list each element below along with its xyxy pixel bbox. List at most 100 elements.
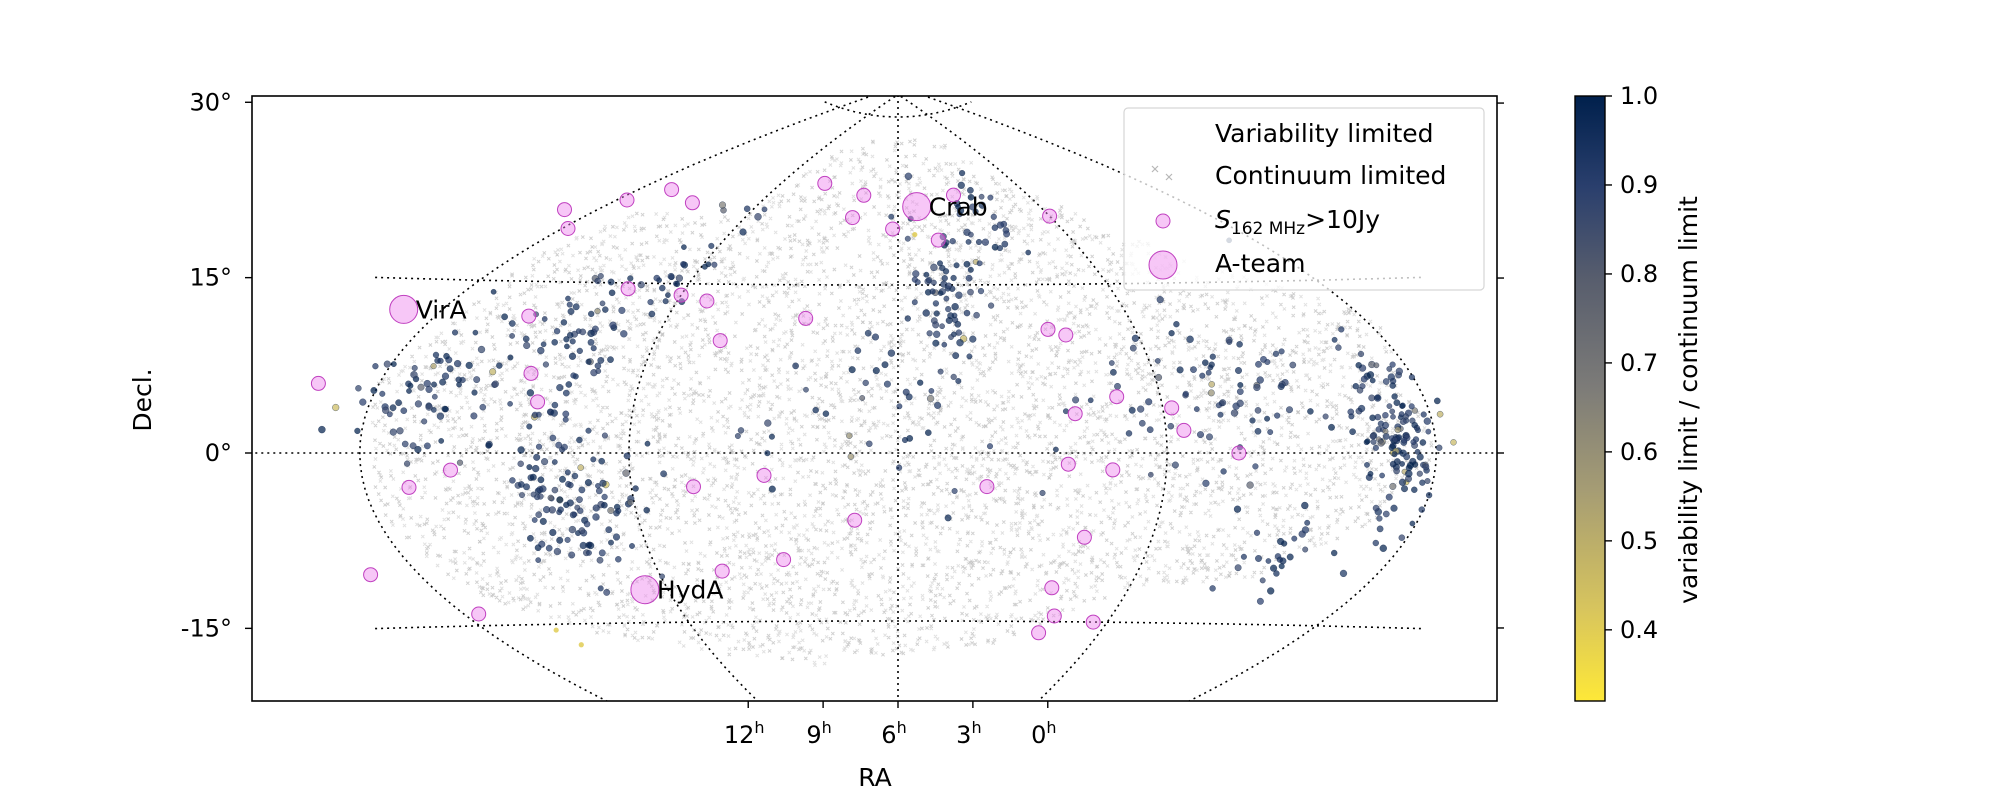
variability-point bbox=[1208, 361, 1215, 368]
a-team-point bbox=[630, 575, 660, 605]
variability-point bbox=[400, 407, 408, 415]
bright-source-point bbox=[1085, 614, 1101, 630]
variability-point bbox=[978, 193, 985, 200]
variability-point bbox=[485, 442, 492, 449]
variability-point bbox=[1398, 478, 1407, 486]
variability-point bbox=[517, 446, 525, 454]
colorbar-tick-label: 0.9 bbox=[1620, 171, 1658, 199]
variability-point bbox=[1302, 546, 1309, 553]
variability-point bbox=[1389, 482, 1397, 490]
variability-point bbox=[1291, 535, 1298, 542]
variability-point bbox=[607, 506, 615, 515]
variability-point bbox=[590, 456, 597, 463]
variability-point bbox=[572, 303, 580, 311]
variability-point bbox=[532, 464, 540, 473]
variability-point bbox=[441, 372, 450, 380]
variability-point bbox=[1285, 406, 1294, 414]
variability-point bbox=[386, 411, 393, 418]
variability-point bbox=[1109, 368, 1117, 376]
variability-point bbox=[576, 347, 583, 355]
variability-point bbox=[1370, 438, 1377, 445]
variability-point bbox=[629, 543, 635, 549]
x-axis-ticks: 12h 9h 6h 3h 0h bbox=[724, 701, 1056, 749]
variability-point bbox=[535, 443, 543, 450]
variability-point bbox=[541, 458, 549, 466]
variability-point bbox=[1307, 408, 1314, 415]
variability-point bbox=[1424, 477, 1431, 485]
variability-point bbox=[932, 339, 940, 347]
variability-point bbox=[883, 380, 891, 388]
bright-source-point bbox=[1076, 529, 1092, 545]
variability-point bbox=[1256, 597, 1264, 605]
variability-point bbox=[592, 504, 600, 512]
variability-point bbox=[1273, 570, 1280, 577]
variability-point bbox=[1190, 366, 1197, 374]
variability-point bbox=[1138, 419, 1146, 427]
variability-point bbox=[1220, 468, 1227, 475]
variability-point bbox=[1425, 491, 1433, 499]
variability-point bbox=[887, 349, 896, 357]
variability-point bbox=[955, 291, 963, 299]
bright-source-point bbox=[1164, 400, 1180, 416]
variability-point bbox=[1418, 506, 1426, 513]
variability-point bbox=[1435, 444, 1443, 452]
variability-point bbox=[968, 231, 974, 238]
variability-point bbox=[555, 441, 563, 449]
variability-point bbox=[1416, 470, 1423, 477]
legend: Variability limited Continuum limited S1… bbox=[1123, 107, 1485, 291]
y-axis-ticks: 30° 15° 0° -15° bbox=[181, 88, 1504, 642]
variability-point bbox=[598, 457, 606, 465]
variability-point bbox=[680, 261, 687, 268]
variability-point bbox=[1196, 431, 1205, 439]
variability-point bbox=[507, 400, 513, 407]
bright-source-point bbox=[523, 365, 539, 381]
variability-point bbox=[587, 542, 595, 550]
variability-point bbox=[549, 434, 557, 442]
variability-point bbox=[1376, 525, 1384, 533]
variability-point bbox=[847, 453, 855, 460]
variability-point bbox=[895, 464, 903, 471]
colorbar-tick-label: 0.6 bbox=[1620, 438, 1658, 466]
variability-point bbox=[561, 443, 568, 451]
variability-point bbox=[1411, 407, 1418, 414]
variability-point bbox=[1289, 361, 1297, 369]
variability-point bbox=[1256, 376, 1264, 384]
variability-point bbox=[958, 169, 966, 177]
variability-point bbox=[973, 311, 980, 319]
variability-point bbox=[976, 260, 983, 267]
variability-point bbox=[1236, 388, 1244, 395]
variability-point bbox=[596, 556, 604, 564]
variability-point bbox=[406, 388, 412, 394]
colorbar-tick-label: 0.7 bbox=[1620, 349, 1658, 377]
variability-point bbox=[526, 389, 535, 397]
variability-point bbox=[737, 427, 745, 434]
variability-point bbox=[509, 477, 516, 484]
variability-point bbox=[551, 486, 559, 494]
variability-point bbox=[955, 377, 962, 385]
a-team-markers: VirA HydA Crab bbox=[389, 192, 988, 605]
bright-source-point bbox=[620, 281, 636, 297]
colorbar-tick-label: 0.8 bbox=[1620, 260, 1658, 288]
variability-point bbox=[425, 403, 433, 411]
variability-point bbox=[541, 316, 548, 322]
variability-point bbox=[1193, 406, 1200, 413]
variability-point bbox=[574, 504, 581, 511]
bright-source-point bbox=[673, 287, 689, 303]
variability-point bbox=[564, 343, 570, 350]
variability-point bbox=[401, 440, 409, 448]
variability-point bbox=[734, 432, 741, 440]
variability-point bbox=[1207, 389, 1215, 397]
variability-point bbox=[1392, 436, 1399, 443]
variability-point bbox=[1401, 437, 1408, 444]
variability-point bbox=[1199, 372, 1206, 379]
variability-point bbox=[535, 411, 542, 418]
variability-point bbox=[977, 287, 985, 295]
variability-point bbox=[667, 272, 675, 280]
legend-bright-sub: 162 MHz bbox=[1231, 219, 1305, 239]
bright-source-point bbox=[530, 394, 546, 410]
variability-point bbox=[453, 359, 462, 368]
continuum-limited-marks bbox=[371, 138, 1434, 662]
variability-point bbox=[1176, 366, 1184, 374]
y-tick-label: -15° bbox=[181, 614, 232, 642]
bright-source-point bbox=[699, 293, 715, 309]
